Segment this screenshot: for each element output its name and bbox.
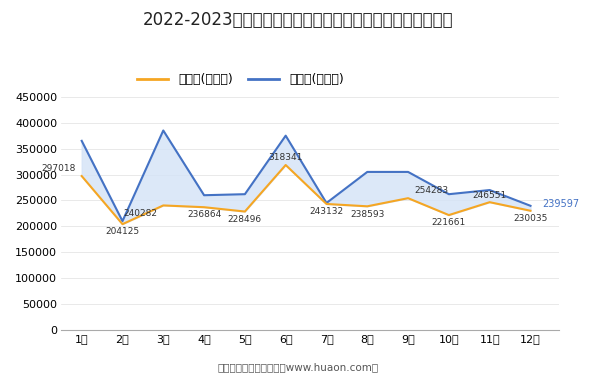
Text: 240282: 240282 <box>123 209 157 218</box>
Text: 228496: 228496 <box>228 215 262 224</box>
Text: 243132: 243132 <box>309 207 343 216</box>
Text: 2022-2023年大连市商品收发货人所在地进、出口额月度统计: 2022-2023年大连市商品收发货人所在地进、出口额月度统计 <box>142 11 454 29</box>
Text: 318341: 318341 <box>268 153 303 162</box>
Text: 236864: 236864 <box>187 211 221 220</box>
Text: 297018: 297018 <box>41 164 76 173</box>
Text: 制图：华经产业研究院（www.huaon.com）: 制图：华经产业研究院（www.huaon.com） <box>218 362 378 372</box>
Text: 221661: 221661 <box>432 218 466 227</box>
Text: 239597: 239597 <box>543 199 580 209</box>
Text: 254283: 254283 <box>414 186 448 195</box>
Legend: 出口额(万美元), 进口额(万美元): 出口额(万美元), 进口额(万美元) <box>132 68 349 91</box>
Text: 246551: 246551 <box>473 191 507 200</box>
Text: 238593: 238593 <box>350 209 384 218</box>
Text: 230035: 230035 <box>513 214 548 223</box>
Text: 204125: 204125 <box>105 227 139 236</box>
